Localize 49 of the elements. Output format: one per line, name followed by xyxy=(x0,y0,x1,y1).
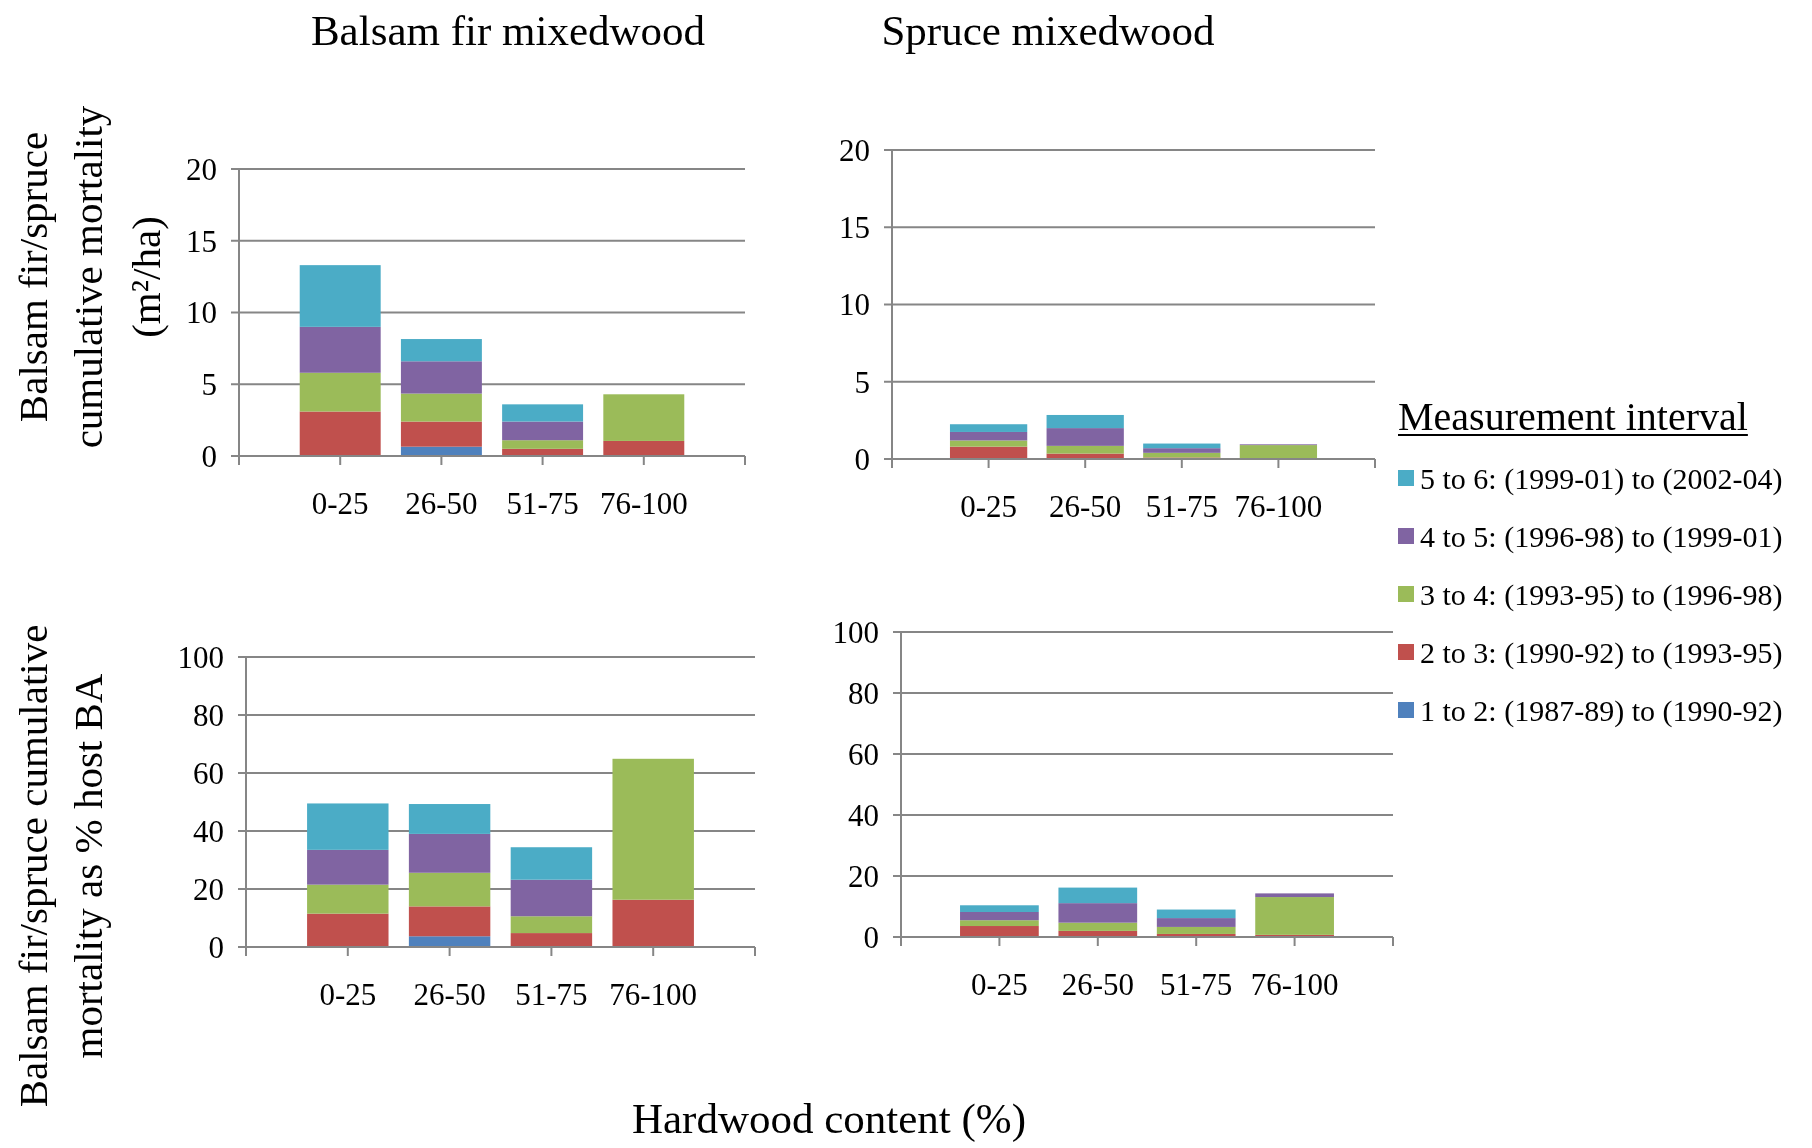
legend-label: 3 to 4: (1993-95) to (1996-98) xyxy=(1420,578,1783,612)
x-tick-label: 51-75 xyxy=(1145,489,1218,524)
y-tick-label: 5 xyxy=(854,364,870,400)
legend-title: Measurement interval xyxy=(1398,394,1748,439)
y-tick-label: 15 xyxy=(839,210,870,246)
x-tick-label: 51-75 xyxy=(515,977,588,1012)
x-tick-label: 76-100 xyxy=(1250,967,1339,1002)
x-tick-label: 0-25 xyxy=(970,967,1028,1002)
x-tick-label: 76-100 xyxy=(609,977,698,1012)
x-tick-label: 76-100 xyxy=(599,486,688,521)
x-tick-label: 26-50 xyxy=(405,486,478,521)
y-tick-label: 0 xyxy=(863,919,879,955)
y-tick-label: 0 xyxy=(201,438,217,474)
x-axis-title: Hardwood content (%) xyxy=(631,1095,1027,1143)
y-tick-label: 10 xyxy=(186,295,217,331)
legend-label: 5 to 6: (1999-01) to (2002-04) xyxy=(1420,462,1783,496)
y-tick-label: 20 xyxy=(193,871,224,907)
y-tick-label: 20 xyxy=(839,132,870,168)
y-tick-label: 80 xyxy=(848,675,879,711)
y-tick-label: 20 xyxy=(186,151,217,187)
y-tick-label: 100 xyxy=(832,614,879,650)
y-axis-title: Balsam fir/spruce cumulative mortality as % host BA xyxy=(10,624,111,1108)
y-tick-label: 5 xyxy=(201,367,217,403)
y-tick-label: 20 xyxy=(848,858,879,894)
legend-label: 4 to 5: (1996-98) to (1999-01) xyxy=(1420,520,1783,554)
x-tick-label: 26-50 xyxy=(413,977,486,1012)
chart-title: Spruce mixedwood xyxy=(881,7,1215,54)
legend-label: 2 to 3: (1990-92) to (1993-95) xyxy=(1420,636,1783,670)
x-tick-label: 26-50 xyxy=(1061,967,1134,1002)
x-tick-label: 0-25 xyxy=(311,486,369,521)
x-tick-label: 51-75 xyxy=(506,486,579,521)
y-tick-label: 40 xyxy=(193,813,224,849)
x-tick-label: 26-50 xyxy=(1049,489,1122,524)
y-tick-label: 40 xyxy=(848,797,879,833)
x-tick-label: 51-75 xyxy=(1160,967,1233,1002)
x-tick-label: 0-25 xyxy=(319,977,377,1012)
x-tick-label: 0-25 xyxy=(960,489,1018,524)
y-tick-label: 15 xyxy=(186,223,217,259)
x-tick-label: 76-100 xyxy=(1234,489,1323,524)
y-tick-label: 0 xyxy=(208,929,224,965)
y-tick-label: 60 xyxy=(848,736,879,772)
legend-label: 1 to 2: (1987-89) to (1990-92) xyxy=(1420,694,1783,728)
y-tick-label: 10 xyxy=(839,287,870,323)
y-tick-label: 80 xyxy=(193,697,224,733)
chart-title: Balsam fir mixedwood xyxy=(310,7,706,54)
y-tick-label: 0 xyxy=(854,441,870,477)
y-tick-label: 60 xyxy=(193,755,224,791)
y-axis-title: Balsam fir/spruce cumulative mortality (m²/ha) xyxy=(10,105,169,449)
y-tick-label: 100 xyxy=(177,639,224,675)
